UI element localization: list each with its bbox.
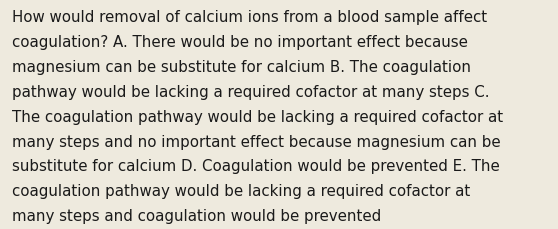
Text: magnesium can be substitute for calcium B. The coagulation: magnesium can be substitute for calcium …	[12, 60, 472, 75]
Text: The coagulation pathway would be lacking a required cofactor at: The coagulation pathway would be lacking…	[12, 109, 503, 124]
Text: How would removal of calcium ions from a blood sample affect: How would removal of calcium ions from a…	[12, 10, 487, 25]
Text: coagulation? A. There would be no important effect because: coagulation? A. There would be no import…	[12, 35, 468, 50]
Text: substitute for calcium D. Coagulation would be prevented E. The: substitute for calcium D. Coagulation wo…	[12, 159, 500, 174]
Text: coagulation pathway would be lacking a required cofactor at: coagulation pathway would be lacking a r…	[12, 183, 470, 198]
Text: many steps and coagulation would be prevented: many steps and coagulation would be prev…	[12, 208, 382, 223]
Text: pathway would be lacking a required cofactor at many steps C.: pathway would be lacking a required cofa…	[12, 85, 490, 99]
Text: many steps and no important effect because magnesium can be: many steps and no important effect becau…	[12, 134, 501, 149]
